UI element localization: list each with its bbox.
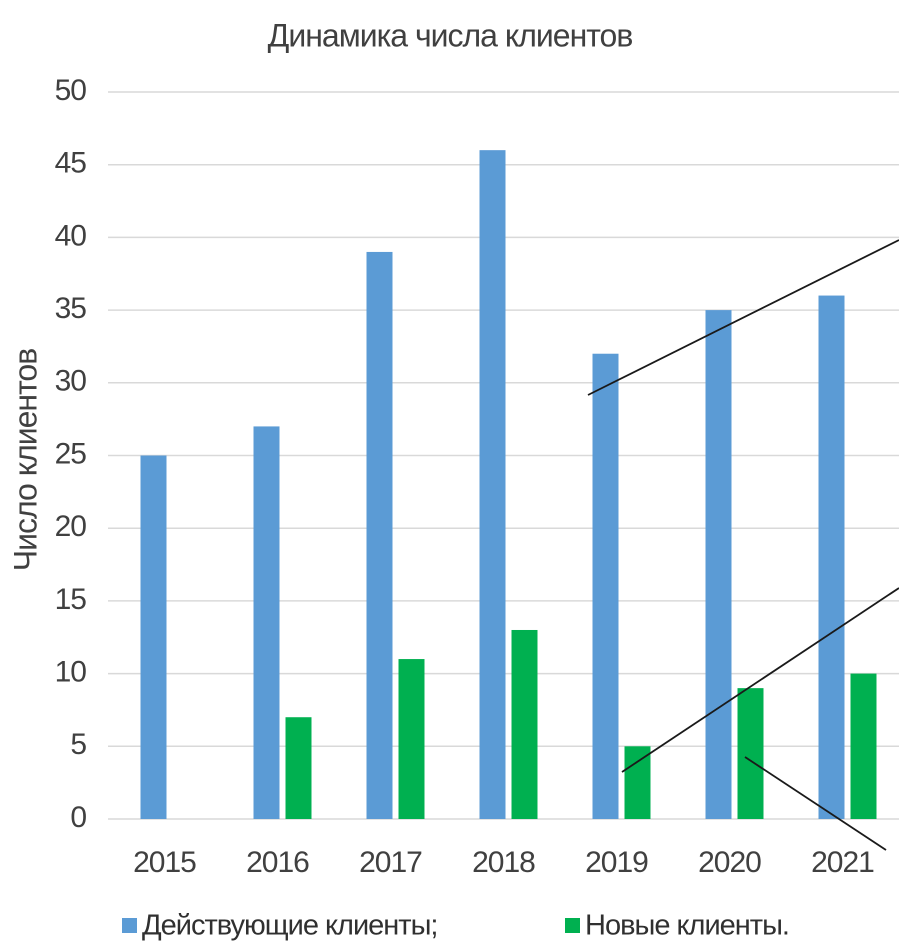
- legend-swatch: [565, 918, 580, 933]
- x-tick-label: 2017: [359, 846, 422, 879]
- legend-label: Новые клиенты.: [585, 910, 789, 942]
- x-tick-label: 2018: [472, 846, 535, 879]
- x-tick-label: 2015: [133, 846, 196, 879]
- bar: [850, 673, 877, 819]
- y-tick-label: 40: [55, 219, 87, 252]
- bar: [479, 150, 506, 819]
- x-tick-label: 2016: [246, 846, 309, 879]
- y-tick-label: 35: [55, 292, 87, 325]
- bar: [366, 251, 393, 819]
- y-tick-label: 50: [55, 74, 87, 107]
- y-tick-label: 25: [55, 437, 87, 470]
- bar: [285, 717, 312, 819]
- bar: [737, 688, 764, 819]
- x-tick-label: 2019: [585, 846, 648, 879]
- y-tick-label: 20: [55, 510, 87, 543]
- bar: [624, 746, 651, 819]
- bar: [592, 353, 619, 819]
- bar: [140, 455, 167, 819]
- bar: [398, 659, 425, 819]
- chart-title: Динамика числа клиентов: [268, 17, 633, 53]
- y-tick-label: 5: [70, 728, 86, 761]
- y-axis-label: Число клиентов: [7, 349, 43, 571]
- y-tick-label: 0: [70, 801, 86, 834]
- x-tick-label: 2021: [811, 846, 874, 879]
- y-tick-label: 45: [55, 147, 87, 180]
- legend-label: Действующие клиенты;: [142, 910, 437, 942]
- y-tick-label: 30: [55, 365, 87, 398]
- annotation-line: [587, 239, 899, 396]
- annotations: [587, 239, 899, 851]
- legend-swatch: [122, 918, 137, 933]
- bar: [818, 295, 845, 819]
- x-tick-label: 2020: [698, 846, 761, 879]
- bar: [253, 426, 280, 819]
- y-tick-label: 15: [55, 583, 87, 616]
- bar: [511, 629, 538, 819]
- bar: [705, 310, 732, 819]
- annotation-line: [621, 587, 899, 773]
- y-tick-label: 10: [55, 656, 87, 689]
- annotation-line: [744, 756, 887, 851]
